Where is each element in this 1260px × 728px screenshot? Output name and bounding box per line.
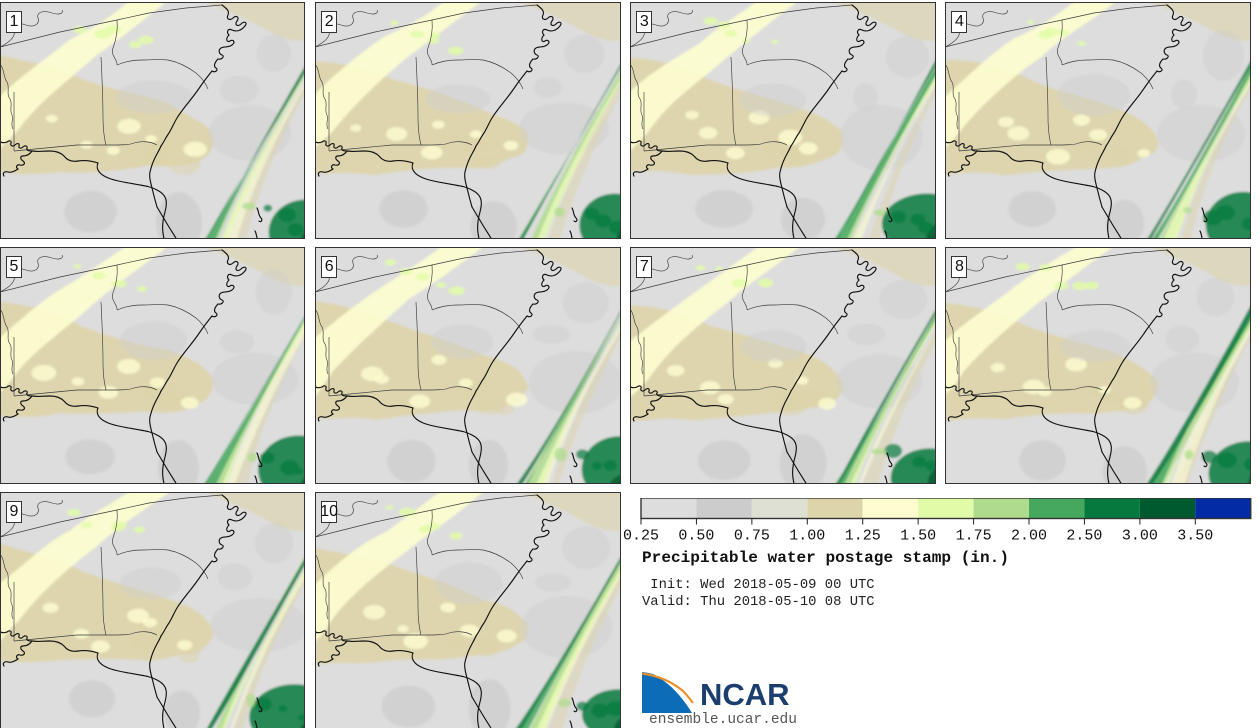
svg-text:3.50: 3.50: [1177, 527, 1213, 544]
svg-text:1.25: 1.25: [845, 527, 881, 544]
svg-text:1.75: 1.75: [956, 527, 992, 544]
svg-text:2.50: 2.50: [1066, 527, 1102, 544]
svg-text:1.00: 1.00: [789, 527, 825, 544]
svg-text:3.00: 3.00: [1122, 527, 1158, 544]
svg-text:1.50: 1.50: [900, 527, 936, 544]
svg-text:0.50: 0.50: [678, 527, 714, 544]
svg-text:0.75: 0.75: [734, 527, 770, 544]
svg-text:NCAR: NCAR: [700, 677, 790, 712]
svg-text:2.00: 2.00: [1011, 527, 1047, 544]
svg-text:0.25: 0.25: [623, 527, 659, 544]
